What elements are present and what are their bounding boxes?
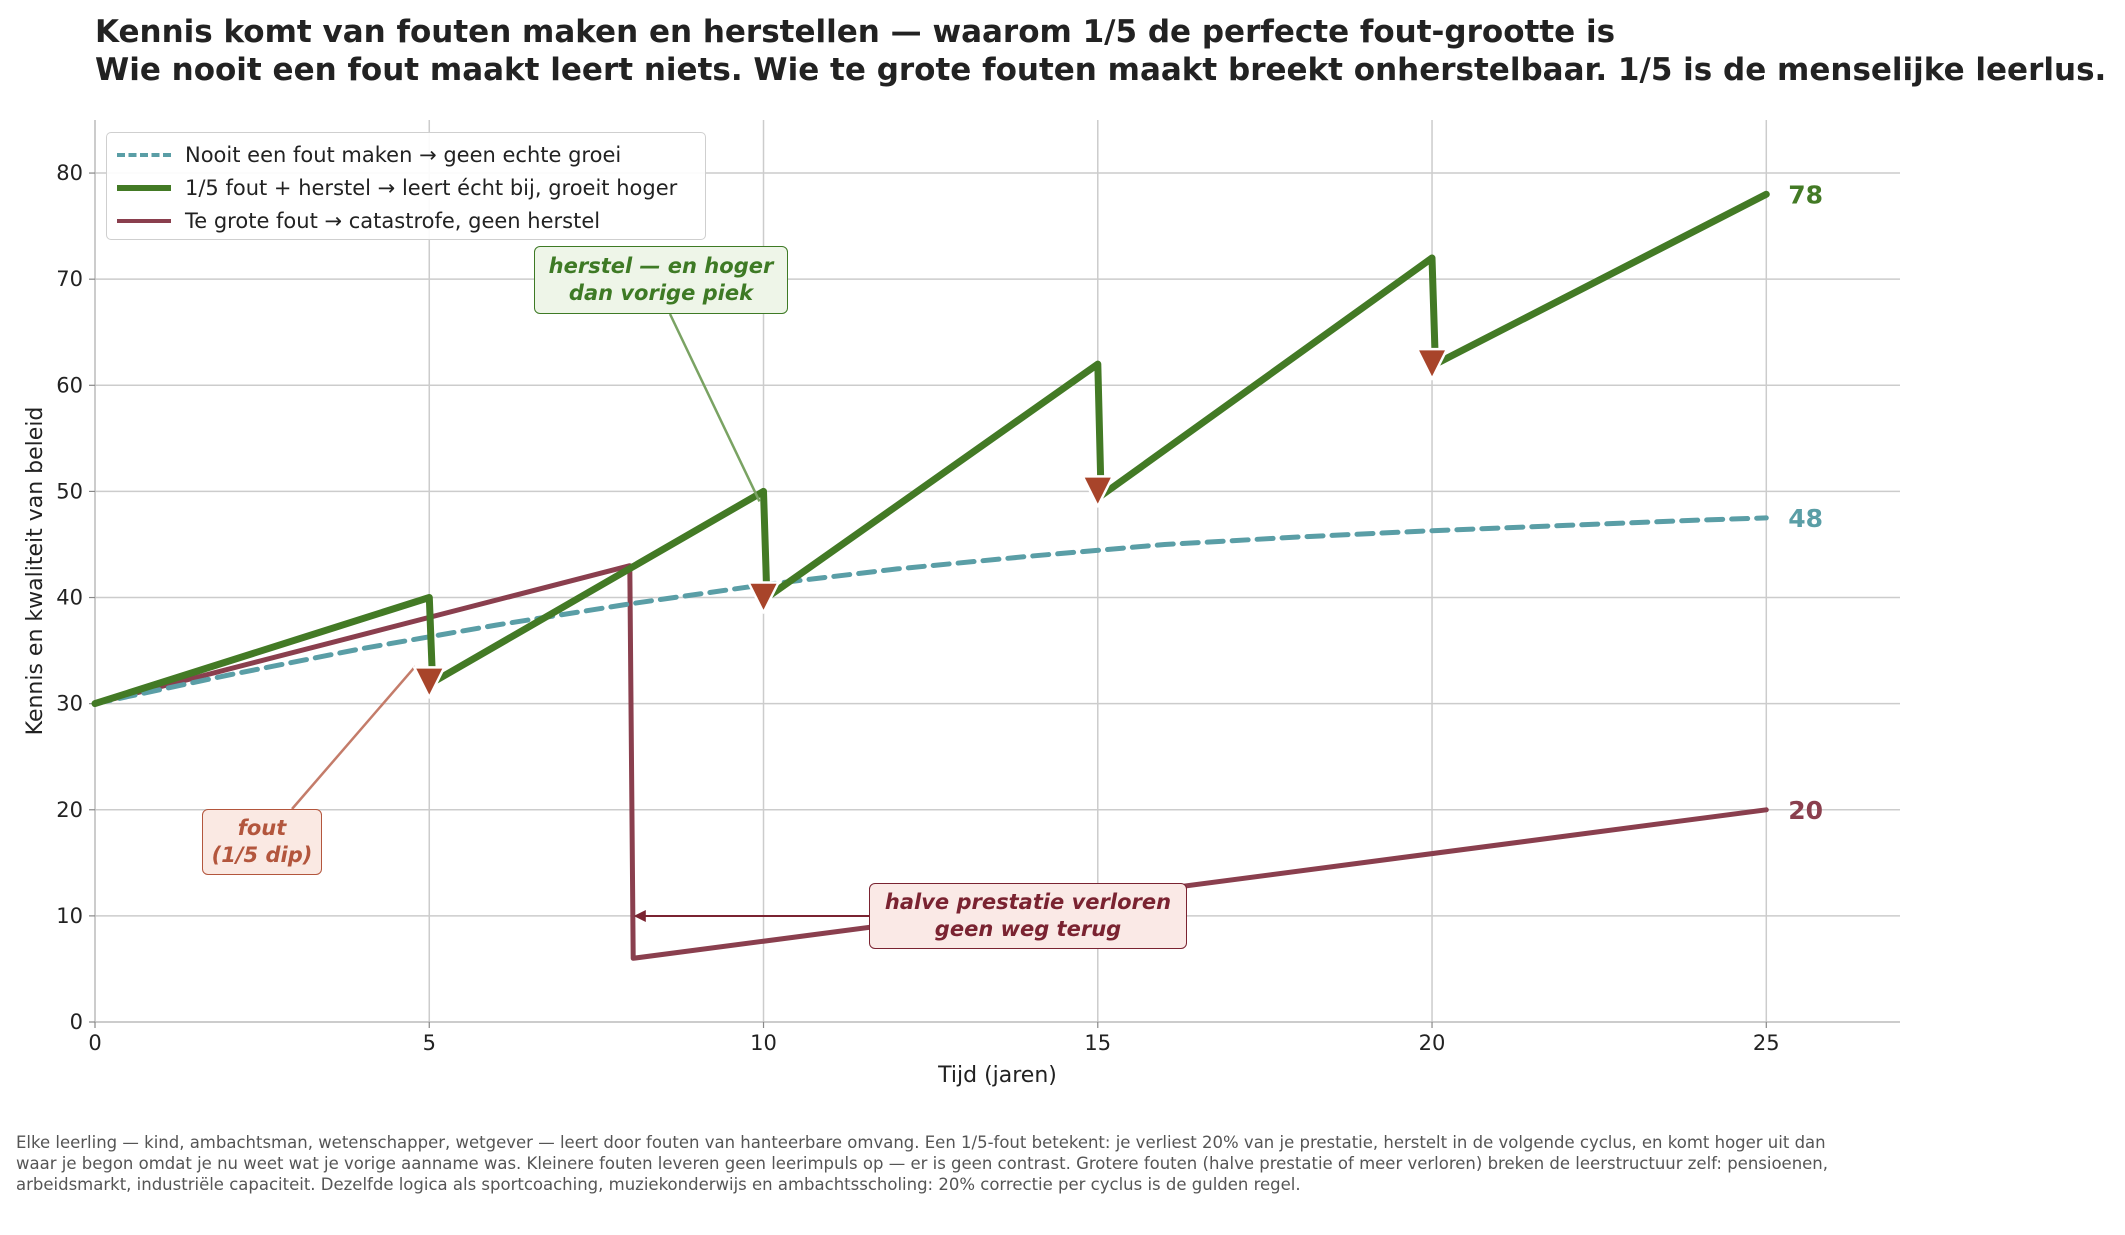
connector-fout <box>291 665 417 810</box>
annotation-line: (1/5 dip) <box>211 843 313 867</box>
legend-swatch-teal <box>117 153 171 157</box>
y-tick-label: 20 <box>56 798 83 822</box>
connector-halve-arrowhead <box>633 910 646 922</box>
legend-label: Te grote fout → catastrofe, geen herstel <box>185 209 601 233</box>
error-marker <box>413 666 446 699</box>
end-labels: 20 48 78 <box>1788 180 1823 824</box>
y-tick-label: 10 <box>56 904 83 928</box>
x-tick-label: 15 <box>1084 1031 1111 1055</box>
legend-label: 1/5 fout + herstel → leert écht bij, gro… <box>185 176 678 200</box>
series-line-1 <box>91 190 1770 708</box>
series-end-label: 20 <box>1788 796 1823 825</box>
annotation-fout: fout (1/5 dip) <box>202 809 322 875</box>
x-tick-label: 5 <box>423 1031 436 1055</box>
series-line-2 <box>92 563 1769 961</box>
annotation-line: dan vorige piek <box>568 281 754 305</box>
legend-swatch-maroon <box>117 219 171 223</box>
error-marker <box>1415 347 1449 381</box>
series-line-0 <box>92 515 1769 707</box>
x-tick-label: 10 <box>750 1031 777 1055</box>
y-tick-label: 70 <box>56 267 83 291</box>
legend-swatch-green <box>117 185 171 191</box>
annotation-connectors <box>291 313 869 922</box>
footnote: Elke leerling — kind, ambachtsman, weten… <box>16 1133 1829 1194</box>
legend: Nooit een fout maken → geen echte groei … <box>106 132 706 240</box>
annotation-line: herstel — en hoger <box>548 254 774 278</box>
line-chart: 0 5 10 15 20 25 0 10 20 30 40 50 60 70 80 Tijd (jaren) K… <box>23 120 1900 1088</box>
x-axis-label: Tijd (jaren) <box>937 1063 1057 1088</box>
annotation-line: geen weg terug <box>934 917 1122 941</box>
annotation-line: fout <box>237 816 287 840</box>
error-marker <box>1081 475 1115 508</box>
series-end-label: 48 <box>1788 504 1823 533</box>
connector-herstel <box>668 313 761 502</box>
legend-label: Nooit een fout maken → geen echte groei <box>185 143 622 167</box>
series-lines <box>91 190 1770 961</box>
chart-subtitle: Wie nooit een fout maakt leert niets. Wi… <box>95 52 2107 88</box>
series-end-label: 78 <box>1788 180 1823 209</box>
axes: 0 5 10 15 20 25 0 10 20 30 40 50 60 70 80 Tijd (jaren) K… <box>23 120 1900 1088</box>
y-tick-label: 60 <box>56 373 83 397</box>
legend-item-nooit: Nooit een fout maken → geen echte groei <box>117 140 621 170</box>
x-tick-label: 25 <box>1753 1031 1780 1055</box>
annotation-line: halve prestatie verloren <box>884 890 1172 914</box>
x-tick-label: 0 <box>88 1031 101 1055</box>
error-marker <box>747 581 780 614</box>
x-tick-label: 20 <box>1419 1031 1446 1055</box>
y-tick-label: 50 <box>56 479 83 503</box>
y-tick-label: 80 <box>56 161 83 185</box>
error-markers <box>413 347 1449 699</box>
y-tick-label: 40 <box>56 586 83 610</box>
annotation-herstel: herstel — en hoger dan vorige piek <box>534 246 788 314</box>
y-tick-label: 0 <box>70 1010 83 1034</box>
annotation-halve-prestatie: halve prestatie verloren geen weg terug <box>869 883 1187 949</box>
chart-title: Kennis komt van fouten maken en herstell… <box>95 14 1616 50</box>
legend-item-catastrofe: Te grote fout → catastrofe, geen herstel <box>117 206 600 236</box>
legend-item-fout-herstel: 1/5 fout + herstel → leert écht bij, gro… <box>117 173 677 203</box>
y-axis-label: Kennis en kwaliteit van beleid <box>23 407 48 736</box>
y-tick-label: 30 <box>56 692 83 716</box>
